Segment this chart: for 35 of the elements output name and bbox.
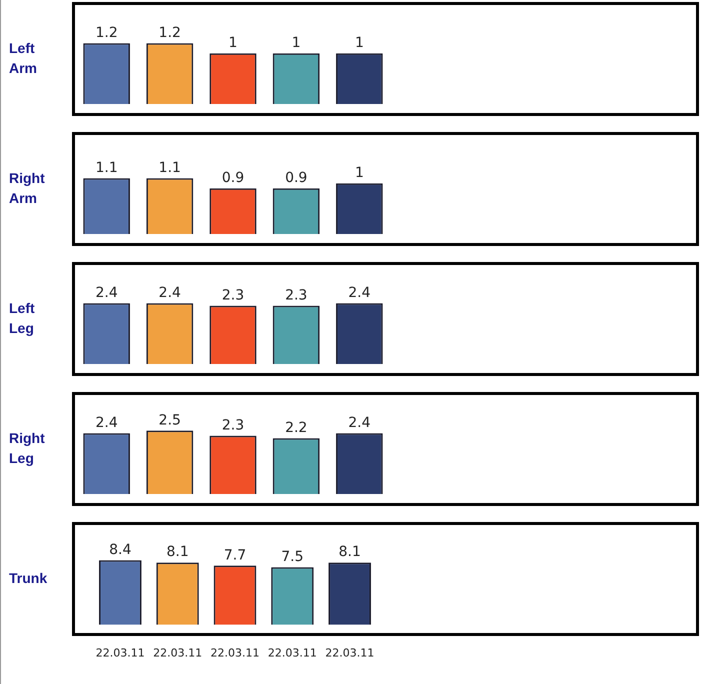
data-label: 2.4 bbox=[348, 284, 371, 301]
data-label: 2.4 bbox=[348, 414, 371, 431]
x-tick-label: 22.03.11 bbox=[96, 646, 145, 660]
data-label: 2.4 bbox=[158, 284, 182, 301]
data-label: 8.1 bbox=[338, 544, 361, 560]
y-axis-title: Left Leg bbox=[9, 299, 36, 338]
data-label: 1.1 bbox=[158, 160, 181, 176]
data-label: 2.5 bbox=[158, 412, 181, 428]
data-label: 0.9 bbox=[285, 170, 308, 186]
data-label: 1 bbox=[228, 34, 238, 51]
data-label: 1.2 bbox=[158, 24, 181, 41]
data-label: 1 bbox=[292, 34, 301, 51]
x-tick-label: 22.03.11 bbox=[210, 646, 260, 660]
data-label: 8.4 bbox=[109, 542, 132, 558]
x-tick-label: 22.03.11 bbox=[153, 646, 202, 660]
data-label: 2.4 bbox=[95, 414, 118, 431]
data-label: 2.3 bbox=[222, 417, 244, 434]
x-tick-label: 22.03.11 bbox=[268, 646, 317, 660]
data-label: 2.3 bbox=[222, 287, 244, 304]
data-label: 2.3 bbox=[285, 287, 308, 304]
x-tick-label: 22.03.11 bbox=[325, 646, 374, 660]
data-label: 1.2 bbox=[95, 24, 118, 41]
y-axis-title: Trunk bbox=[9, 569, 48, 588]
data-label: 7.5 bbox=[281, 548, 304, 565]
data-label: 2.2 bbox=[285, 420, 308, 436]
data-label: 2.4 bbox=[95, 284, 118, 301]
data-label: 0.9 bbox=[222, 170, 244, 186]
y-axis-title: Right Arm bbox=[9, 169, 46, 208]
data-label: 1 bbox=[354, 164, 364, 181]
y-axis-title: Left Arm bbox=[9, 39, 38, 78]
data-label: 1 bbox=[354, 34, 364, 51]
data-label: 1.1 bbox=[95, 160, 118, 176]
data-label: 7.7 bbox=[224, 547, 246, 564]
data-label: 8.1 bbox=[166, 544, 189, 560]
y-axis-title: Right Leg bbox=[9, 429, 46, 468]
